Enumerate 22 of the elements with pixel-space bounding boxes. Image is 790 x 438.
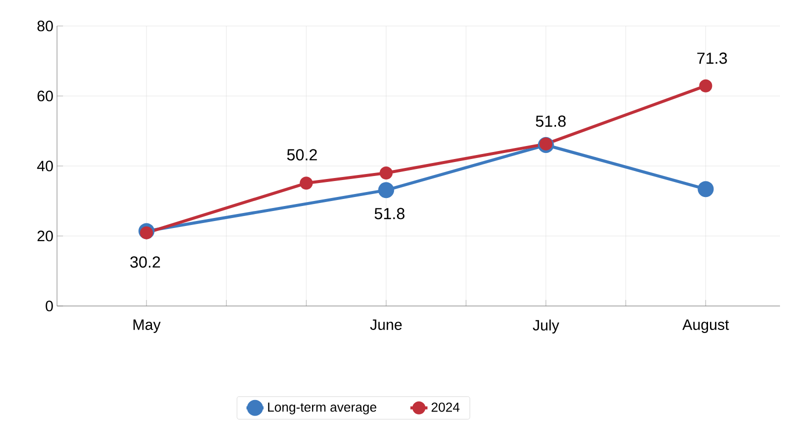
legend-label: Long-term average bbox=[268, 402, 376, 414]
annotation: 51.8 bbox=[536, 116, 566, 127]
x-tick-label: June bbox=[370, 320, 402, 330]
point bbox=[300, 176, 313, 190]
point bbox=[140, 226, 153, 240]
point bbox=[699, 79, 712, 92]
annotation: 71.3 bbox=[697, 52, 727, 64]
annotation: 30.2 bbox=[130, 256, 160, 268]
y-tick-label: 0 bbox=[46, 300, 53, 312]
legend-label: 2024 bbox=[432, 402, 460, 412]
annotation: 51.8 bbox=[374, 208, 404, 220]
y-tick-label: 80 bbox=[37, 20, 53, 32]
point bbox=[380, 166, 393, 180]
point bbox=[378, 182, 394, 198]
x-tick-label: August bbox=[682, 320, 729, 333]
y-tick-label: 40 bbox=[37, 160, 53, 172]
x-tick-label: July bbox=[532, 320, 560, 334]
x-tick-label: May bbox=[134, 320, 161, 333]
y-tick-label: 60 bbox=[38, 90, 53, 102]
annotation: 50.2 bbox=[287, 149, 317, 160]
y-tick-label: 20 bbox=[38, 230, 53, 242]
point bbox=[698, 181, 714, 198]
